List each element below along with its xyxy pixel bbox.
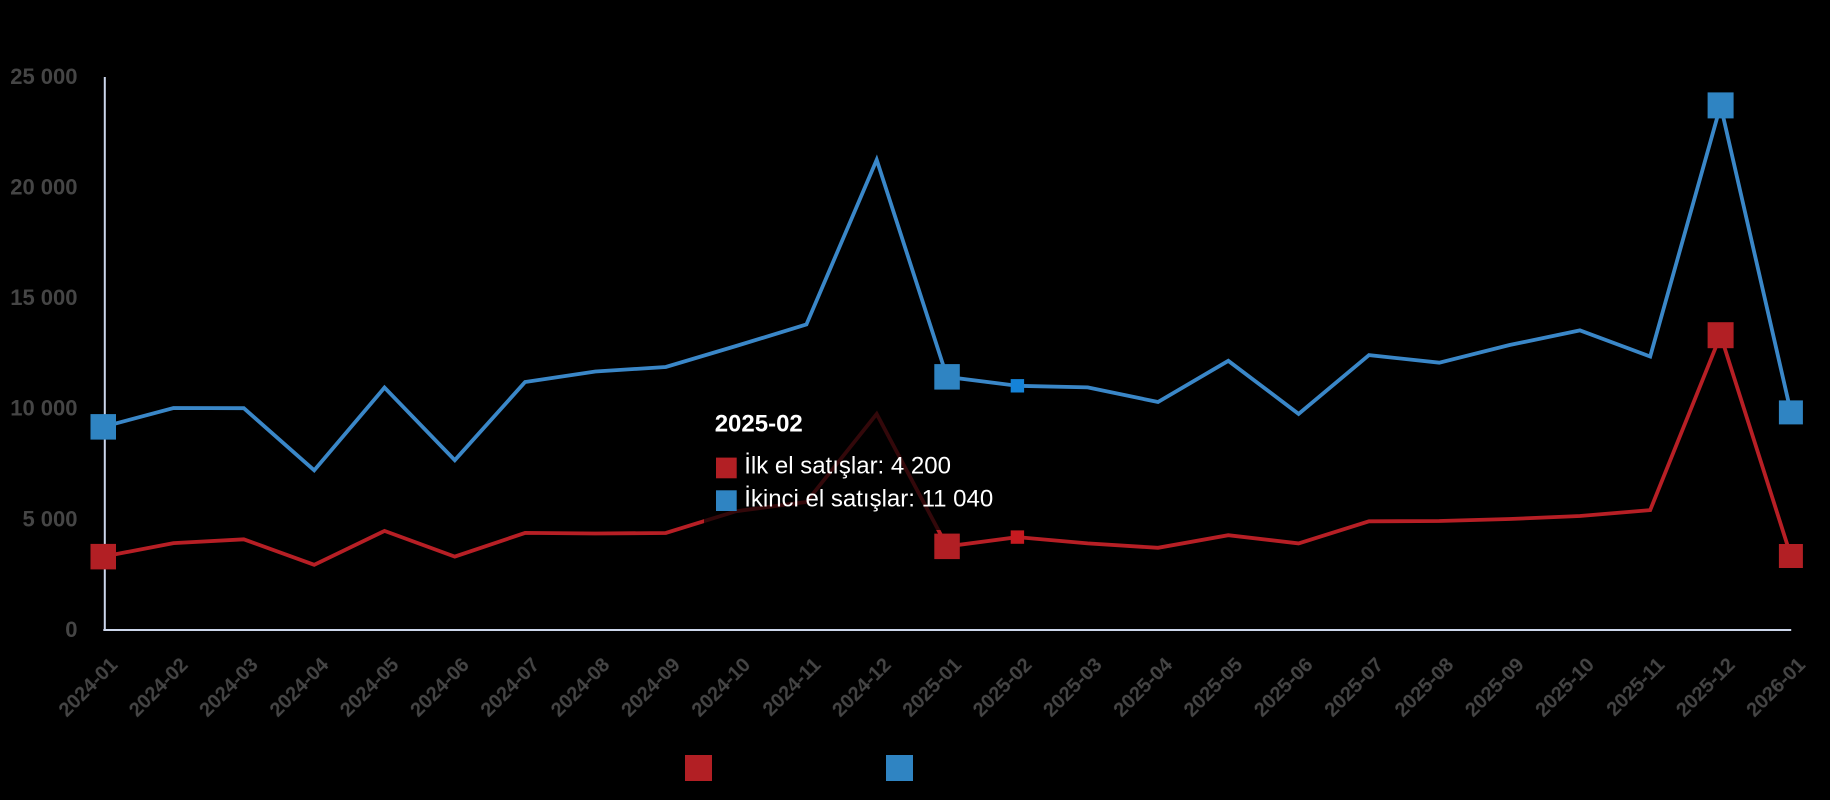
- svg-text:25 000: 25 000: [10, 64, 77, 89]
- svg-text:0: 0: [65, 617, 77, 642]
- svg-text:İlk el satışlar: 4 200: İlk el satışlar: 4 200: [744, 453, 951, 480]
- svg-text:20 000: 20 000: [10, 175, 77, 200]
- svg-text:İkinci el satışlar: 11 040: İkinci el satışlar: 11 040: [744, 486, 993, 513]
- svg-text:15 000: 15 000: [10, 285, 77, 310]
- svg-text:2025-02: 2025-02: [715, 410, 803, 437]
- svg-text:5 000: 5 000: [22, 506, 77, 531]
- svg-text:10 000: 10 000: [10, 396, 77, 421]
